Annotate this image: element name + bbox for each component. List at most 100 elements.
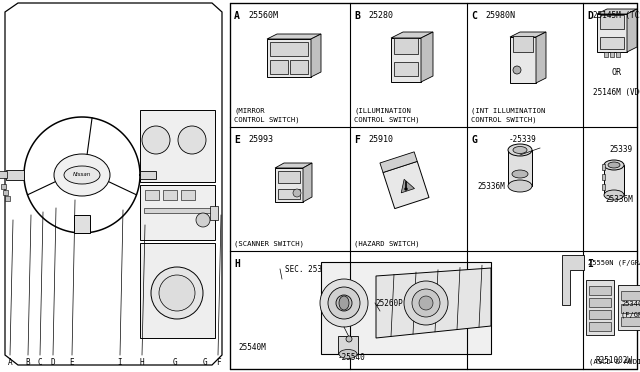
Text: H: H	[234, 259, 240, 269]
Polygon shape	[536, 32, 546, 83]
Polygon shape	[311, 34, 321, 77]
Text: -25540: -25540	[338, 353, 365, 362]
Polygon shape	[627, 9, 637, 52]
Text: E: E	[70, 358, 74, 367]
Bar	[0, 171, 7, 178]
Text: 25540M: 25540M	[238, 343, 266, 352]
Bar	[163, 190, 177, 200]
Bar	[586, 280, 614, 335]
Polygon shape	[510, 32, 546, 37]
Text: 25336M: 25336M	[605, 195, 633, 204]
Bar	[604, 52, 608, 57]
Text: G: G	[173, 358, 177, 367]
Bar	[616, 52, 620, 57]
Text: I: I	[587, 259, 593, 269]
Bar	[290, 60, 308, 74]
Bar	[140, 110, 215, 182]
Ellipse shape	[604, 190, 624, 200]
Text: A: A	[234, 11, 240, 21]
Bar	[275, 168, 303, 202]
Polygon shape	[401, 179, 415, 193]
Circle shape	[293, 189, 301, 197]
Text: G: G	[471, 135, 477, 145]
Bar	[513, 36, 533, 52]
Ellipse shape	[508, 180, 532, 192]
Polygon shape	[5, 3, 222, 365]
Text: C: C	[471, 11, 477, 21]
Ellipse shape	[608, 162, 620, 168]
Ellipse shape	[512, 170, 528, 178]
Polygon shape	[391, 32, 433, 38]
Text: 25993: 25993	[248, 135, 273, 144]
Circle shape	[513, 66, 521, 74]
Text: F: F	[216, 358, 220, 367]
Bar	[6, 170, 24, 180]
Bar	[589, 298, 611, 307]
Bar	[589, 310, 611, 319]
Text: 25980N: 25980N	[485, 11, 515, 20]
Text: (ASCD & AUDIO): (ASCD & AUDIO)	[589, 359, 640, 365]
Text: 25280: 25280	[368, 11, 393, 20]
Text: 25145M (TCS): 25145M (TCS)	[593, 11, 640, 20]
Text: (F/GRADE S ONLY): (F/GRADE S ONLY)	[621, 311, 640, 317]
Bar	[602, 174, 605, 180]
Circle shape	[328, 287, 360, 319]
Bar	[597, 14, 627, 52]
Text: D: D	[51, 358, 55, 367]
Circle shape	[159, 275, 195, 311]
Circle shape	[419, 296, 433, 310]
Bar	[140, 243, 215, 338]
Polygon shape	[383, 161, 429, 209]
Polygon shape	[597, 9, 637, 14]
Bar	[621, 291, 640, 300]
Bar	[270, 42, 308, 56]
Polygon shape	[421, 32, 433, 82]
Bar	[230, 3, 637, 369]
Bar	[210, 206, 218, 220]
Text: Nissan: Nissan	[73, 173, 91, 177]
Bar	[321, 262, 491, 354]
Bar	[589, 322, 611, 331]
Bar	[391, 38, 421, 82]
Bar	[589, 286, 611, 295]
Bar	[1, 184, 6, 189]
Bar	[394, 38, 418, 54]
Bar	[510, 37, 536, 83]
Text: E: E	[234, 135, 240, 145]
Circle shape	[412, 289, 440, 317]
Bar	[604, 165, 624, 195]
Bar	[602, 184, 605, 190]
Text: 25339: 25339	[609, 145, 632, 154]
Ellipse shape	[604, 160, 624, 170]
Circle shape	[404, 281, 448, 325]
Text: (ILLUMINATION
CONTROL SWITCH): (ILLUMINATION CONTROL SWITCH)	[354, 108, 420, 123]
Text: SEC. 253: SEC. 253	[285, 265, 322, 274]
Circle shape	[178, 126, 206, 154]
Bar	[508, 150, 532, 186]
Text: 25560M: 25560M	[248, 11, 278, 20]
Bar	[140, 171, 156, 179]
Text: 25336M: 25336M	[477, 182, 505, 191]
Bar	[338, 336, 358, 354]
Bar	[5, 196, 10, 201]
Bar	[600, 15, 624, 29]
Text: 25910: 25910	[368, 135, 393, 144]
Bar	[140, 185, 215, 240]
Polygon shape	[275, 163, 312, 168]
Text: D: D	[587, 11, 593, 21]
Circle shape	[346, 336, 352, 342]
Text: B: B	[354, 11, 360, 21]
Bar	[394, 62, 418, 76]
Text: F: F	[354, 135, 360, 145]
Bar	[278, 171, 300, 183]
Text: (MIRROR
CONTROL SWITCH): (MIRROR CONTROL SWITCH)	[234, 108, 300, 123]
Text: I: I	[118, 358, 122, 367]
Bar	[181, 190, 195, 200]
Polygon shape	[267, 34, 321, 39]
Bar	[74, 215, 90, 233]
Circle shape	[196, 213, 210, 227]
Polygon shape	[303, 163, 312, 202]
Text: B: B	[26, 358, 30, 367]
Text: (SCANNER SWITCH): (SCANNER SWITCH)	[234, 241, 304, 247]
Text: -25339: -25339	[509, 135, 537, 144]
